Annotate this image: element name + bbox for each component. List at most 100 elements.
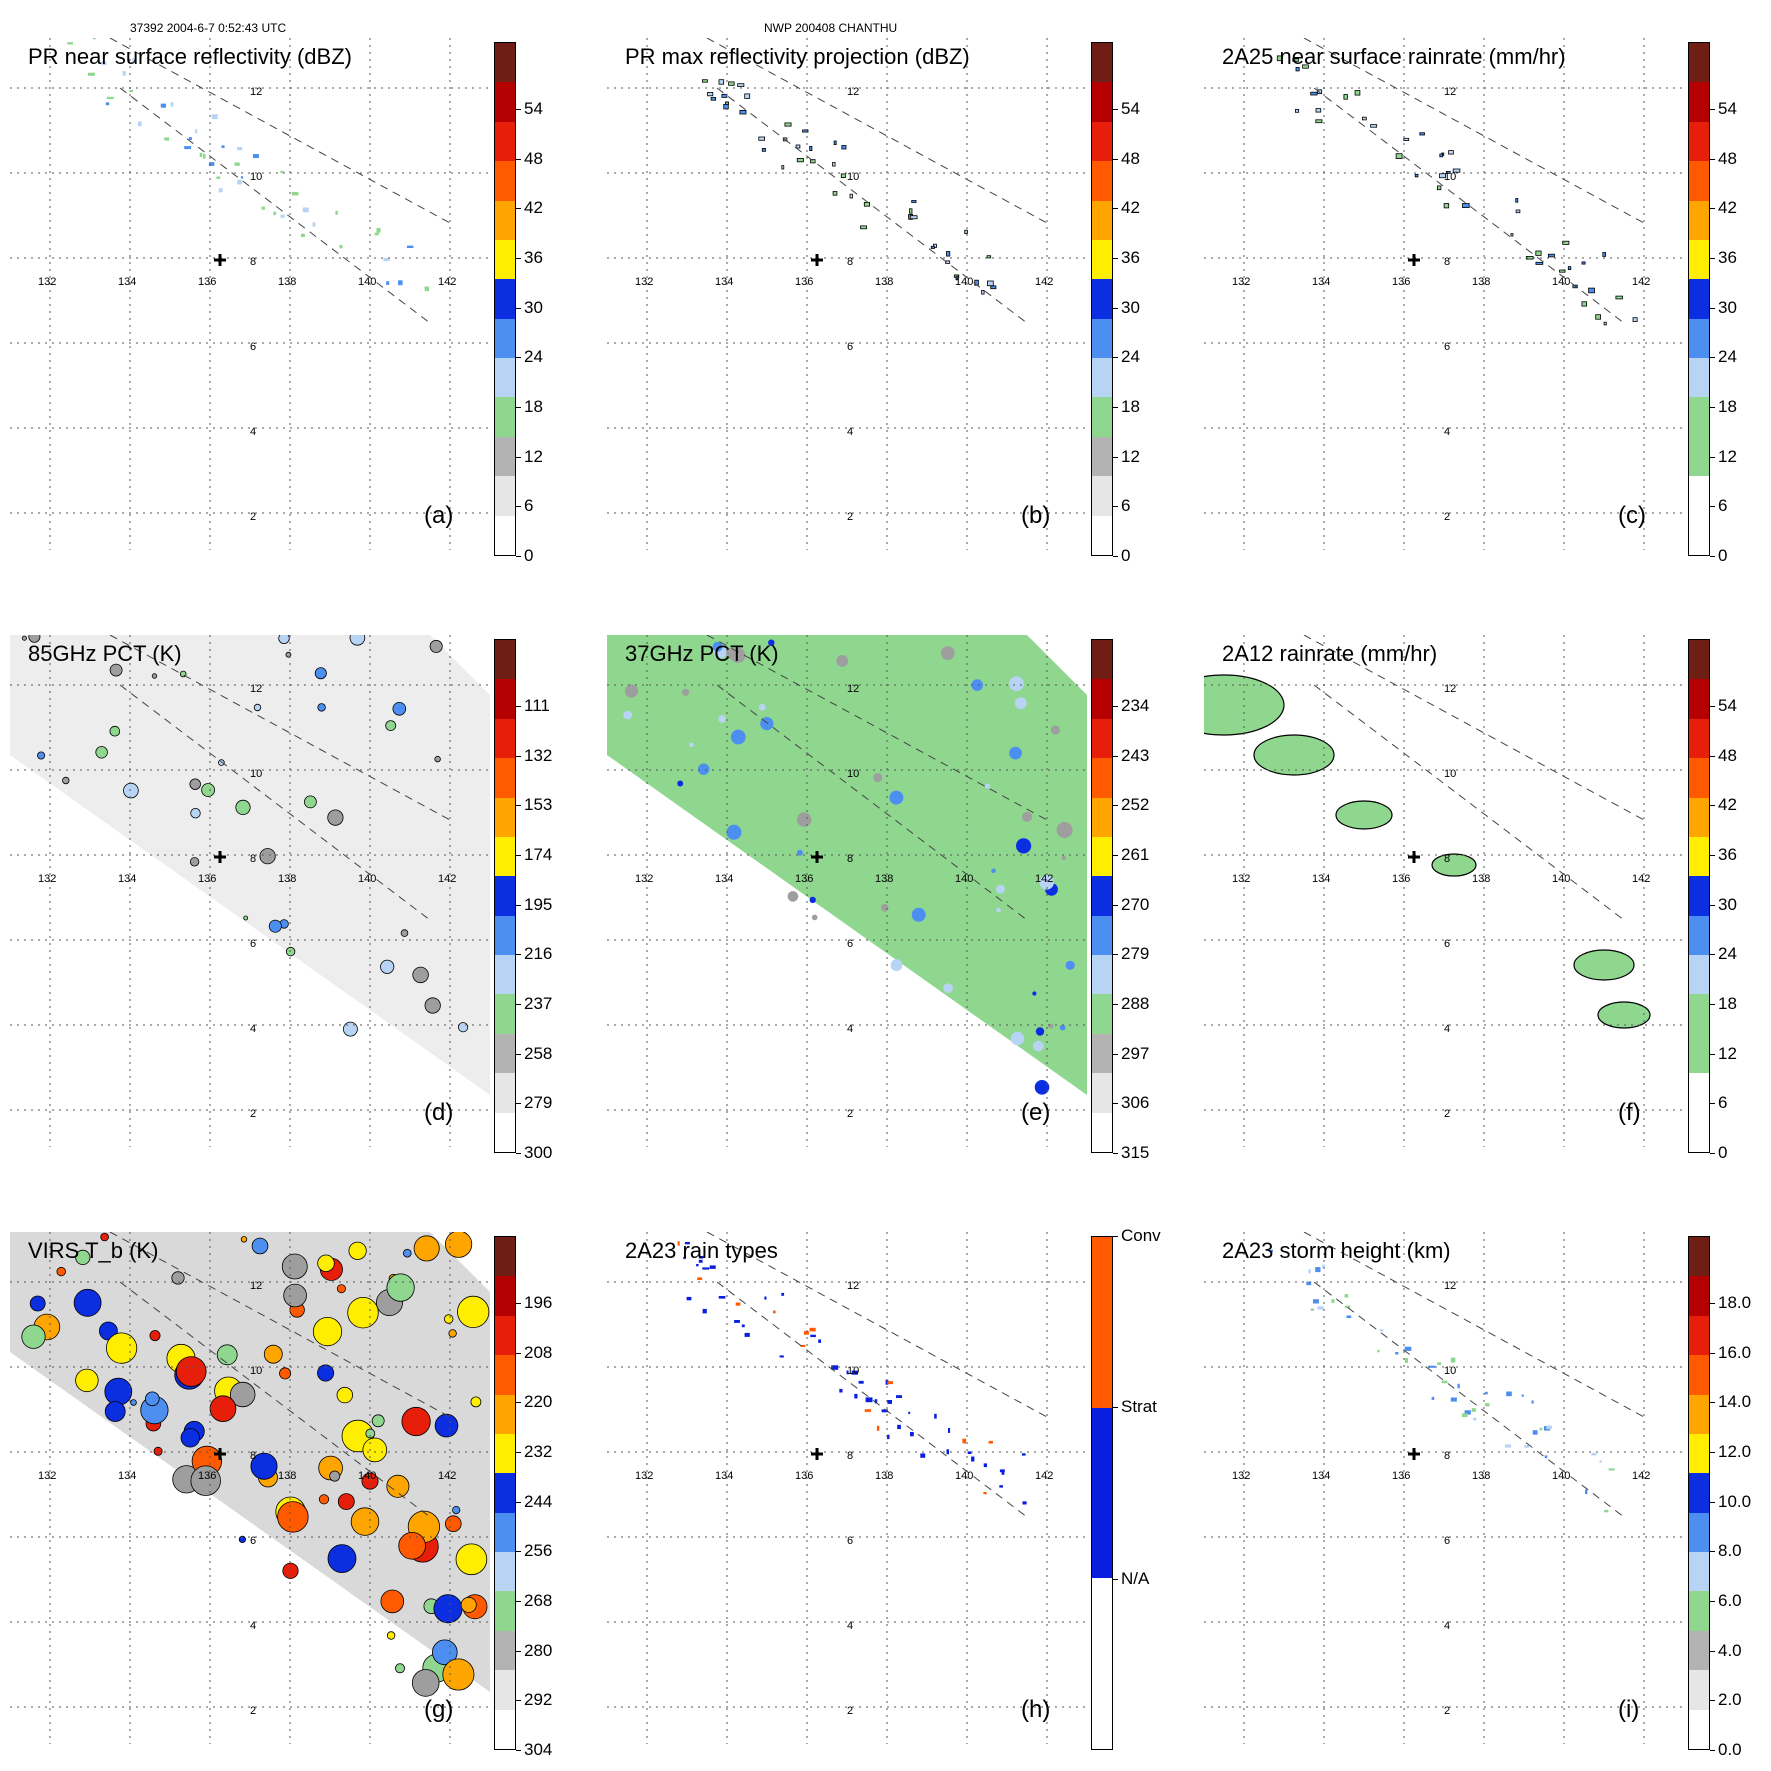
precip-echo — [739, 110, 747, 115]
map-svg — [607, 1232, 1087, 1744]
precip-cell — [171, 1271, 185, 1285]
swath-edge-lower — [119, 87, 431, 324]
precip-echo — [312, 222, 316, 227]
colorbar-tick-label: N/A — [1121, 1569, 1150, 1588]
precip-cell — [278, 635, 290, 644]
colorbar — [1091, 1236, 1113, 1750]
precip-echo — [199, 152, 203, 157]
lat-label: 2 — [1444, 1108, 1451, 1120]
precip-echo — [273, 211, 277, 216]
plus-icon — [214, 254, 226, 266]
precip-cell — [402, 1248, 412, 1258]
precip-cell — [380, 1589, 405, 1614]
colorbar-segment — [495, 718, 515, 761]
lat-label: 2 — [250, 1108, 257, 1120]
precip-echo — [1452, 168, 1461, 173]
lat-label: 6 — [1444, 341, 1451, 353]
colorbar-segment — [1092, 1112, 1112, 1152]
lon-label: 136 — [198, 1470, 217, 1482]
lon-label: 134 — [118, 1470, 137, 1482]
precip-echo — [1599, 1460, 1602, 1463]
precip-cell — [28, 635, 41, 643]
precip-cell — [698, 763, 710, 775]
precip-echo — [809, 146, 813, 152]
precip-cell — [317, 703, 326, 712]
rain-area — [1253, 734, 1335, 776]
precip-cell — [943, 983, 953, 993]
colorbar-tickmark — [1113, 1579, 1118, 1580]
swath-edge-upper — [706, 635, 1048, 821]
colorbar-tick-label: 6 — [1718, 1093, 1728, 1113]
lat-label: 2 — [250, 1705, 257, 1717]
lat-label: 2 — [1444, 511, 1451, 523]
precip-echo — [696, 1264, 699, 1267]
colorbar-tickmark — [1710, 904, 1715, 906]
precip-echo — [1315, 108, 1322, 113]
lat-label: 10 — [847, 768, 860, 780]
lat-label: 4 — [1444, 1023, 1451, 1035]
panel-label: (d) — [424, 1099, 454, 1126]
precip-echo — [67, 42, 73, 45]
plus-icon — [1408, 1448, 1420, 1460]
precip-echo — [718, 1296, 726, 1299]
precip-cell — [1032, 991, 1037, 996]
precip-cell — [1032, 1040, 1044, 1052]
precip-echo — [964, 229, 968, 234]
colorbar-tickmark — [1710, 1402, 1715, 1404]
lon-label: 142 — [438, 1470, 457, 1482]
lon-label: 140 — [358, 1470, 377, 1482]
swath-edge-lower — [716, 1281, 1028, 1518]
map-area — [10, 1232, 490, 1744]
lat-label: 12 — [1444, 86, 1457, 98]
precip-echo — [1588, 287, 1595, 294]
colorbar-tickmark — [1710, 1452, 1715, 1454]
precip-echo — [986, 280, 994, 287]
colorbar-segment — [1092, 1073, 1112, 1116]
lon-label: 138 — [1472, 276, 1491, 288]
colorbar-tickmark — [1710, 1551, 1715, 1553]
colorbar-tick-label: 36 — [1718, 845, 1737, 865]
colorbar-tick-label: 36 — [1718, 248, 1737, 268]
map-panel-f: 132 134 136 138 140 142 12 10 8 6 4 2 2A12 rainrate … — [1194, 597, 1737, 1162]
colorbar-segment — [1689, 200, 1709, 243]
lat-label: 8 — [847, 853, 854, 865]
precip-echo — [800, 1344, 806, 1347]
precip-echo — [1464, 1410, 1471, 1415]
swath-edge-upper — [109, 38, 451, 224]
colorbar-tickmark — [1113, 556, 1118, 557]
map-panel-g: 132 134 136 138 140 142 12 10 8 6 4 2 VIRS T_b (K) (g… — [0, 1194, 552, 1759]
precip-echo — [1448, 150, 1454, 155]
lat-label: 8 — [250, 1450, 257, 1462]
precip-cell — [1061, 855, 1066, 860]
header-storm-name: NWP 200408 CHANTHU — [764, 21, 898, 35]
precip-echo — [881, 1409, 888, 1413]
swath-edge-lower — [1313, 87, 1625, 324]
colorbar-tick-label: 280 — [524, 1640, 553, 1660]
panel-title: PR max reflectivity projection (dBZ) — [625, 44, 970, 69]
precip-cell — [130, 1399, 137, 1406]
colorbar-segment — [1092, 640, 1112, 682]
precip-echo — [164, 137, 169, 141]
colorbar-segment — [1689, 915, 1709, 958]
colorbar-tick-label: 153 — [524, 795, 553, 815]
colorbar-segment — [1689, 1033, 1709, 1076]
precip-echo — [1361, 116, 1367, 121]
precip-echo — [383, 258, 390, 262]
precip-echo — [967, 1451, 972, 1454]
precip-cell — [890, 959, 903, 972]
panel-label: (c) — [1618, 502, 1646, 529]
precip-echo — [1632, 317, 1638, 322]
colorbar-segment — [1689, 836, 1709, 879]
colorbar-tick-label: 12 — [1121, 446, 1140, 466]
precip-cell — [314, 667, 327, 680]
colorbar-segment — [495, 1473, 515, 1516]
rain-area — [1431, 853, 1477, 877]
colorbar-segment — [1689, 758, 1709, 801]
colorbar-segment — [1092, 82, 1112, 125]
colorbar-tick-label: 237 — [524, 994, 553, 1013]
precip-echo — [945, 260, 951, 264]
precip-echo — [887, 1434, 890, 1440]
precip-cell — [336, 1284, 346, 1294]
colorbar-segment — [1092, 43, 1112, 85]
colorbar-segment — [1092, 436, 1112, 479]
